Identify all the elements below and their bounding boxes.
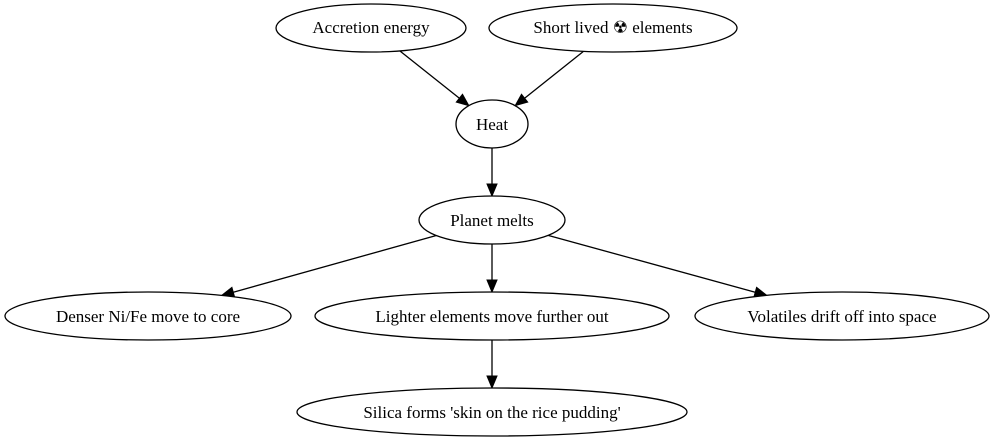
node-silica-shape bbox=[296, 387, 688, 437]
edge-planet_melts-to-denser bbox=[233, 234, 437, 293]
node-volatiles-label: Volatiles drift off into space bbox=[747, 307, 936, 326]
node-denser: Denser Ni/Fe move to core bbox=[4, 291, 292, 341]
node-short-lived-label: Short lived ☢ elements bbox=[533, 18, 692, 37]
node-lighter-shape bbox=[314, 291, 670, 341]
node-accretion: Accretion energy bbox=[275, 3, 467, 53]
node-silica-label: Silica forms 'skin on the rice pudding' bbox=[363, 403, 620, 422]
node-planet-melts-label: Planet melts bbox=[450, 211, 534, 230]
edge-planet_melts-to-volatiles bbox=[547, 234, 756, 293]
arrowhead-heat-to-planet_melts bbox=[486, 183, 498, 198]
node-short-lived: Short lived ☢ elements bbox=[488, 3, 738, 53]
node-short-lived-shape bbox=[488, 3, 738, 53]
node-denser-shape bbox=[4, 291, 292, 341]
node-heat-label: Heat bbox=[476, 115, 508, 134]
arrowhead-short_lived-to-heat bbox=[514, 93, 529, 107]
node-lighter: Lighter elements move further out bbox=[314, 291, 670, 341]
node-heat-shape bbox=[455, 99, 529, 149]
node-volatiles-shape bbox=[694, 291, 990, 341]
node-planet-melts-shape bbox=[418, 195, 566, 245]
edge-short_lived-to-heat bbox=[524, 50, 585, 99]
node-lighter-label: Lighter elements move further out bbox=[375, 307, 608, 326]
node-accretion-shape bbox=[275, 3, 467, 53]
node-accretion-label: Accretion energy bbox=[312, 18, 430, 37]
node-denser-label: Denser Ni/Fe move to core bbox=[56, 307, 240, 326]
node-planet-melts: Planet melts bbox=[418, 195, 566, 245]
edges bbox=[220, 50, 769, 390]
node-silica: Silica forms 'skin on the rice pudding' bbox=[296, 387, 688, 437]
edge-accretion-to-heat bbox=[399, 50, 460, 99]
arrowhead-planet_melts-to-lighter bbox=[486, 279, 498, 294]
arrowhead-lighter-to-silica bbox=[486, 375, 498, 390]
node-volatiles: Volatiles drift off into space bbox=[694, 291, 990, 341]
arrowhead-accretion-to-heat bbox=[455, 93, 470, 107]
node-heat: Heat bbox=[455, 99, 529, 149]
